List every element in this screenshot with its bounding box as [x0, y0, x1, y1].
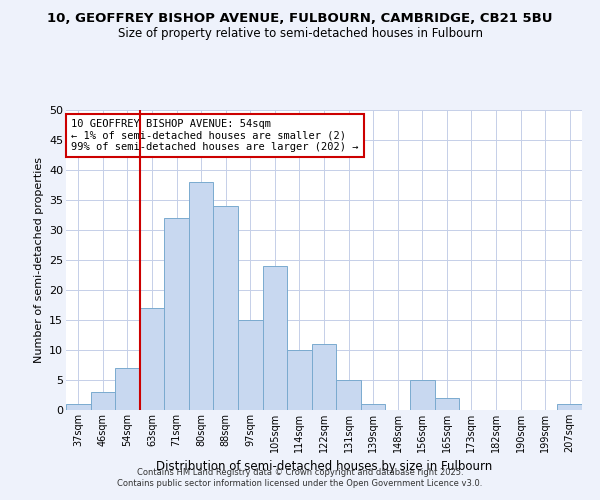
- Bar: [336, 380, 361, 410]
- Bar: [115, 368, 140, 410]
- Bar: [263, 266, 287, 410]
- Bar: [189, 182, 214, 410]
- Bar: [66, 404, 91, 410]
- Bar: [434, 398, 459, 410]
- Bar: [214, 206, 238, 410]
- Bar: [140, 308, 164, 410]
- Text: Size of property relative to semi-detached houses in Fulbourn: Size of property relative to semi-detach…: [118, 28, 482, 40]
- Bar: [91, 392, 115, 410]
- Bar: [164, 218, 189, 410]
- Text: 10 GEOFFREY BISHOP AVENUE: 54sqm
← 1% of semi-detached houses are smaller (2)
99: 10 GEOFFREY BISHOP AVENUE: 54sqm ← 1% of…: [71, 119, 359, 152]
- Text: Contains HM Land Registry data © Crown copyright and database right 2025.
Contai: Contains HM Land Registry data © Crown c…: [118, 468, 482, 487]
- Bar: [361, 404, 385, 410]
- X-axis label: Distribution of semi-detached houses by size in Fulbourn: Distribution of semi-detached houses by …: [156, 460, 492, 473]
- Bar: [410, 380, 434, 410]
- Bar: [557, 404, 582, 410]
- Bar: [287, 350, 312, 410]
- Y-axis label: Number of semi-detached properties: Number of semi-detached properties: [34, 157, 44, 363]
- Bar: [238, 320, 263, 410]
- Text: 10, GEOFFREY BISHOP AVENUE, FULBOURN, CAMBRIDGE, CB21 5BU: 10, GEOFFREY BISHOP AVENUE, FULBOURN, CA…: [47, 12, 553, 26]
- Bar: [312, 344, 336, 410]
